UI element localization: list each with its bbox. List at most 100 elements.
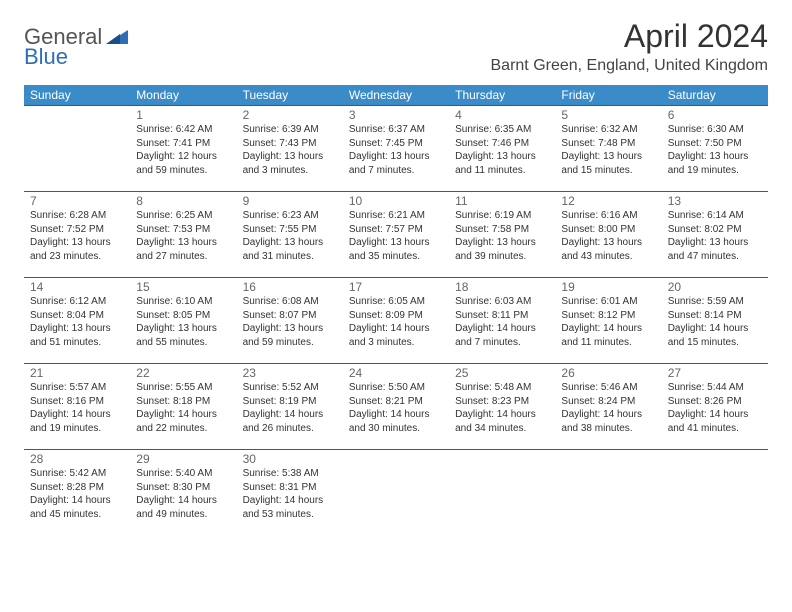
day-detail-line: Sunset: 8:11 PM	[455, 309, 549, 323]
header: General April 2024 Barnt Green, England,…	[24, 18, 768, 75]
day-number: 27	[668, 366, 762, 380]
day-detail-line: Sunrise: 6:42 AM	[136, 123, 230, 137]
day-number: 21	[30, 366, 124, 380]
day-detail-line: and 38 minutes.	[561, 422, 655, 436]
day-cell: 29Sunrise: 5:40 AMSunset: 8:30 PMDayligh…	[130, 450, 236, 536]
day-number: 28	[30, 452, 124, 466]
day-detail-line: Sunrise: 6:16 AM	[561, 209, 655, 223]
day-number: 12	[561, 194, 655, 208]
day-detail-line: Sunrise: 6:12 AM	[30, 295, 124, 309]
day-detail-line: and 11 minutes.	[455, 164, 549, 178]
location-text: Barnt Green, England, United Kingdom	[491, 57, 769, 75]
day-number: 8	[136, 194, 230, 208]
day-number: 16	[243, 280, 337, 294]
day-detail-line: and 19 minutes.	[30, 422, 124, 436]
day-cell: 20Sunrise: 5:59 AMSunset: 8:14 PMDayligh…	[662, 278, 768, 364]
day-detail-line: Sunset: 8:26 PM	[668, 395, 762, 409]
day-detail-line: Sunset: 8:02 PM	[668, 223, 762, 237]
day-cell: 28Sunrise: 5:42 AMSunset: 8:28 PMDayligh…	[24, 450, 130, 536]
day-detail-line: Sunset: 8:30 PM	[136, 481, 230, 495]
day-detail-line: and 53 minutes.	[243, 508, 337, 522]
day-detail-line: Sunrise: 5:46 AM	[561, 381, 655, 395]
day-number: 3	[349, 108, 443, 122]
day-number: 4	[455, 108, 549, 122]
day-cell: 1Sunrise: 6:42 AMSunset: 7:41 PMDaylight…	[130, 106, 236, 192]
day-detail-line: Sunset: 7:57 PM	[349, 223, 443, 237]
day-detail-line: Daylight: 13 hours	[668, 236, 762, 250]
day-number: 10	[349, 194, 443, 208]
day-number: 6	[668, 108, 762, 122]
day-detail-line: Sunset: 7:48 PM	[561, 137, 655, 151]
day-cell	[343, 450, 449, 536]
day-detail-line: Sunset: 8:28 PM	[30, 481, 124, 495]
day-detail-line: and 45 minutes.	[30, 508, 124, 522]
day-cell: 15Sunrise: 6:10 AMSunset: 8:05 PMDayligh…	[130, 278, 236, 364]
day-cell: 26Sunrise: 5:46 AMSunset: 8:24 PMDayligh…	[555, 364, 661, 450]
day-number: 15	[136, 280, 230, 294]
day-detail-line: and 49 minutes.	[136, 508, 230, 522]
day-detail-line: and 3 minutes.	[349, 336, 443, 350]
day-detail-line: and 15 minutes.	[561, 164, 655, 178]
day-number: 5	[561, 108, 655, 122]
day-detail-line: and 19 minutes.	[668, 164, 762, 178]
day-detail-line: Sunset: 7:41 PM	[136, 137, 230, 151]
week-row: 1Sunrise: 6:42 AMSunset: 7:41 PMDaylight…	[24, 106, 768, 192]
day-detail-line: Daylight: 14 hours	[136, 494, 230, 508]
day-detail-line: Sunrise: 6:23 AM	[243, 209, 337, 223]
day-number: 11	[455, 194, 549, 208]
day-detail-line: Sunset: 8:04 PM	[30, 309, 124, 323]
day-detail-line: Sunrise: 6:30 AM	[668, 123, 762, 137]
day-detail-line: Sunrise: 5:38 AM	[243, 467, 337, 481]
day-detail-line: Sunrise: 6:03 AM	[455, 295, 549, 309]
day-detail-line: and 35 minutes.	[349, 250, 443, 264]
day-detail-line: Daylight: 13 hours	[349, 150, 443, 164]
day-cell: 16Sunrise: 6:08 AMSunset: 8:07 PMDayligh…	[237, 278, 343, 364]
day-detail-line: Sunset: 8:23 PM	[455, 395, 549, 409]
day-cell: 21Sunrise: 5:57 AMSunset: 8:16 PMDayligh…	[24, 364, 130, 450]
day-detail-line: Sunrise: 6:32 AM	[561, 123, 655, 137]
day-detail-line: Sunrise: 6:01 AM	[561, 295, 655, 309]
day-cell: 10Sunrise: 6:21 AMSunset: 7:57 PMDayligh…	[343, 192, 449, 278]
day-cell: 12Sunrise: 6:16 AMSunset: 8:00 PMDayligh…	[555, 192, 661, 278]
day-cell: 11Sunrise: 6:19 AMSunset: 7:58 PMDayligh…	[449, 192, 555, 278]
day-cell: 17Sunrise: 6:05 AMSunset: 8:09 PMDayligh…	[343, 278, 449, 364]
day-detail-line: Daylight: 14 hours	[455, 322, 549, 336]
day-detail-line: and 30 minutes.	[349, 422, 443, 436]
day-detail-line: Sunrise: 5:55 AM	[136, 381, 230, 395]
week-row: 21Sunrise: 5:57 AMSunset: 8:16 PMDayligh…	[24, 364, 768, 450]
day-number: 30	[243, 452, 337, 466]
day-detail-line: Sunset: 8:16 PM	[30, 395, 124, 409]
day-detail-line: Daylight: 13 hours	[561, 236, 655, 250]
day-detail-line: Sunrise: 6:10 AM	[136, 295, 230, 309]
day-detail-line: Daylight: 13 hours	[455, 236, 549, 250]
day-header: Sunday	[24, 85, 130, 106]
day-number: 18	[455, 280, 549, 294]
day-cell: 8Sunrise: 6:25 AMSunset: 7:53 PMDaylight…	[130, 192, 236, 278]
day-cell: 24Sunrise: 5:50 AMSunset: 8:21 PMDayligh…	[343, 364, 449, 450]
day-detail-line: and 7 minutes.	[455, 336, 549, 350]
day-number: 26	[561, 366, 655, 380]
day-detail-line: and 7 minutes.	[349, 164, 443, 178]
week-row: 14Sunrise: 6:12 AMSunset: 8:04 PMDayligh…	[24, 278, 768, 364]
day-detail-line: Sunset: 8:18 PM	[136, 395, 230, 409]
day-detail-line: Daylight: 13 hours	[243, 322, 337, 336]
day-detail-line: and 47 minutes.	[668, 250, 762, 264]
day-detail-line: Sunrise: 6:28 AM	[30, 209, 124, 223]
day-number: 2	[243, 108, 337, 122]
day-cell	[662, 450, 768, 536]
day-detail-line: Sunset: 8:19 PM	[243, 395, 337, 409]
day-detail-line: Sunset: 8:24 PM	[561, 395, 655, 409]
day-detail-line: Daylight: 13 hours	[243, 150, 337, 164]
day-detail-line: Daylight: 14 hours	[30, 408, 124, 422]
day-detail-line: Sunset: 8:14 PM	[668, 309, 762, 323]
day-detail-line: Daylight: 14 hours	[136, 408, 230, 422]
day-detail-line: Sunrise: 5:59 AM	[668, 295, 762, 309]
month-title: April 2024	[491, 18, 769, 55]
day-detail-line: and 26 minutes.	[243, 422, 337, 436]
day-cell: 14Sunrise: 6:12 AMSunset: 8:04 PMDayligh…	[24, 278, 130, 364]
calendar-table: SundayMondayTuesdayWednesdayThursdayFrid…	[24, 85, 768, 536]
day-number: 24	[349, 366, 443, 380]
day-detail-line: Daylight: 13 hours	[349, 236, 443, 250]
day-detail-line: Daylight: 14 hours	[243, 408, 337, 422]
day-number: 23	[243, 366, 337, 380]
